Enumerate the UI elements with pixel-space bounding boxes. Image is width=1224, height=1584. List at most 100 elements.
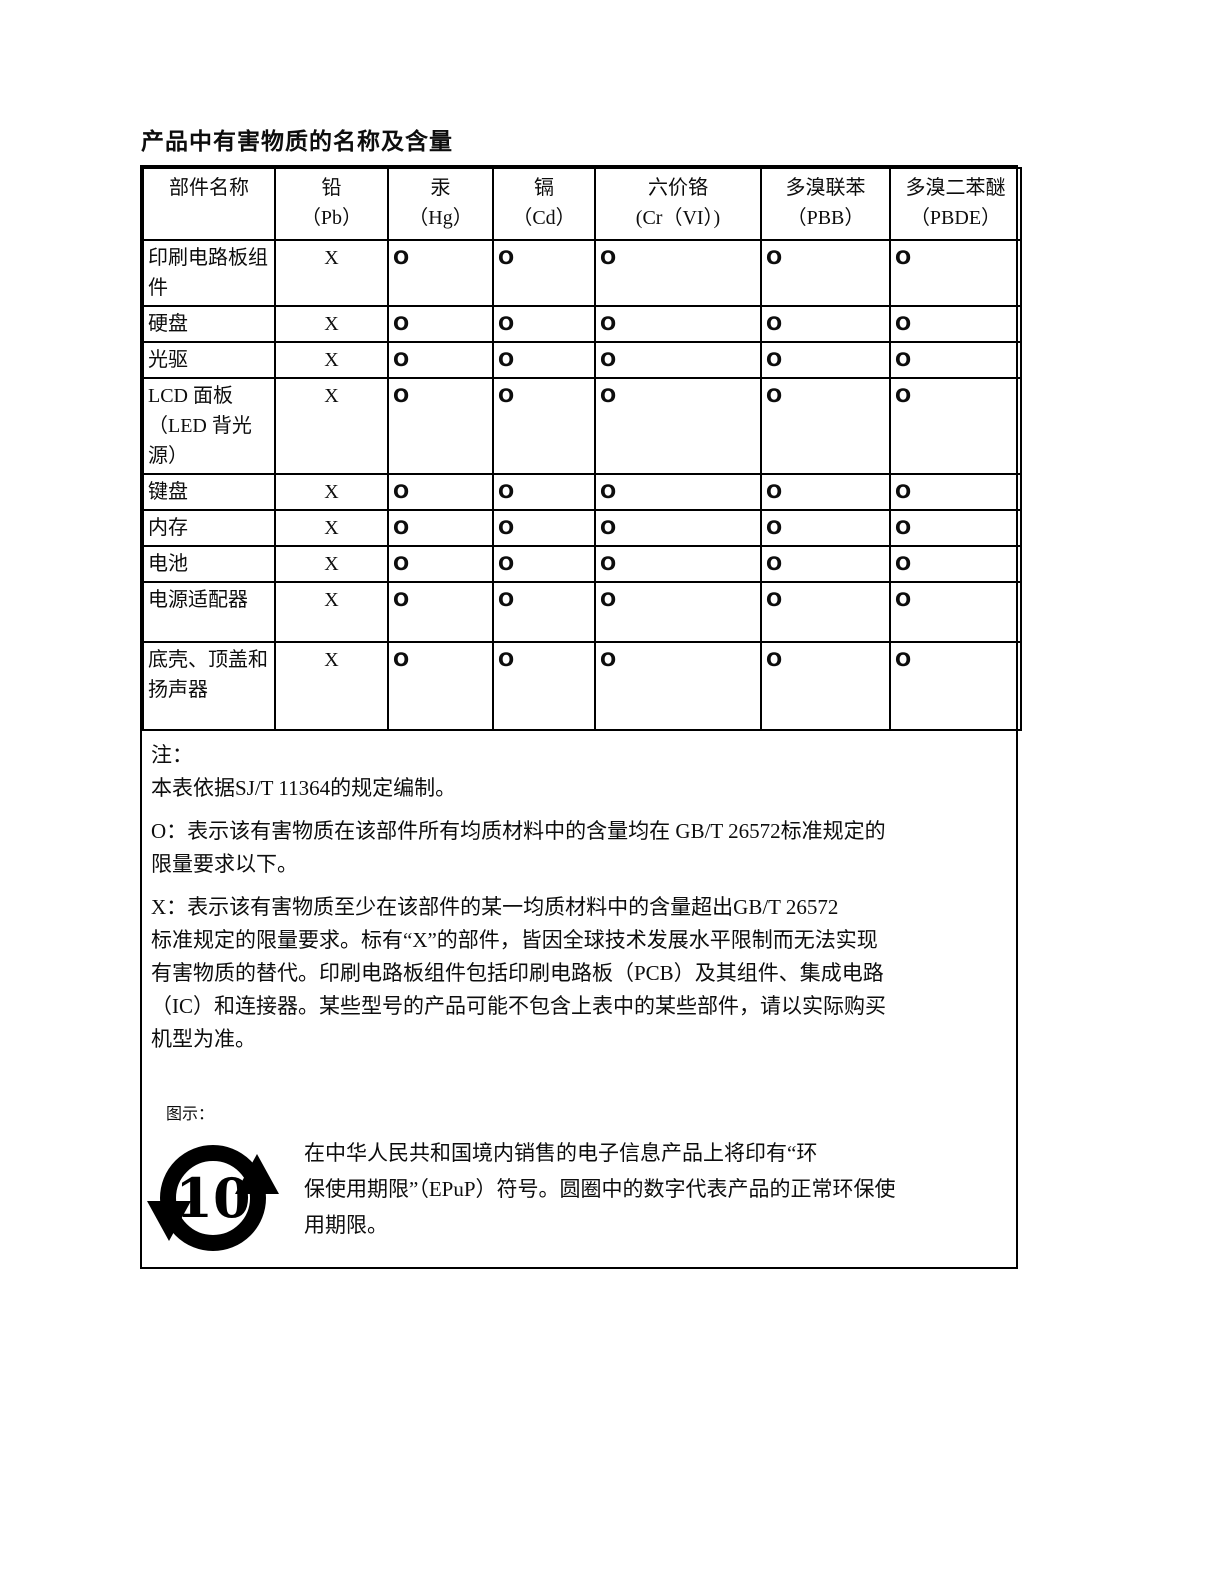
value-cell: O xyxy=(387,641,494,731)
column-header-label: 汞 xyxy=(430,177,451,199)
mark-x-value: X xyxy=(324,553,339,575)
mark-o-value: O xyxy=(766,553,783,575)
mark-x-value: X xyxy=(324,517,339,539)
value-cell: O xyxy=(387,581,494,643)
value-cell: O xyxy=(492,377,596,475)
mark-o-value: O xyxy=(498,553,515,575)
mark-o-value: O xyxy=(393,649,410,671)
value-cell: X xyxy=(274,509,389,547)
legend-line: 在中华人民共和国境内销售的电子信息产品上将印有“环 xyxy=(304,1141,818,1165)
column-header-4: 六价铬 (Cr（VI）) xyxy=(594,167,762,241)
mark-o-value: O xyxy=(393,589,410,611)
mark-o-value: O xyxy=(600,481,617,503)
legend-row: 10 在中华人民共和国境内销售的电子信息产品上将印有“环 保使用期限”（EPuP）… xyxy=(142,1135,1016,1267)
column-header-symbol: （Cd） xyxy=(512,207,576,229)
mark-o-value: O xyxy=(766,247,783,269)
mark-x-value: X xyxy=(324,385,339,407)
note-line: 本表依据SJ/T 11364的规定编制。 xyxy=(151,776,457,800)
value-cell: O xyxy=(760,377,891,475)
column-header-symbol: （Hg） xyxy=(408,207,473,229)
note-block-0: 注： 本表依据SJ/T 11364的规定编制。 xyxy=(151,739,1006,805)
table-notes: 注： 本表依据SJ/T 11364的规定编制。 O：表示该有害物质在该部件所有均质材… xyxy=(142,731,1016,1076)
column-header-symbol: （Pb） xyxy=(300,207,363,229)
mark-o-value: O xyxy=(766,385,783,407)
value-cell: O xyxy=(387,509,494,547)
mark-o-value: O xyxy=(895,481,912,503)
value-cell: O xyxy=(492,473,596,511)
page-title: 产品中有害物质的名称及含量 xyxy=(141,129,453,154)
mark-o-value: O xyxy=(766,649,783,671)
value-cell: O xyxy=(889,581,1022,643)
mark-o-value: O xyxy=(766,481,783,503)
column-header-6: 多溴二苯醚 （PBDE） xyxy=(889,167,1022,241)
part-name-cell: 硬盘 xyxy=(142,305,276,343)
value-cell: X xyxy=(274,545,389,583)
value-cell: O xyxy=(760,581,891,643)
table-row: 印刷电路板组件 X O O O O O xyxy=(142,239,1022,307)
value-cell: O xyxy=(594,545,762,583)
value-cell: O xyxy=(594,473,762,511)
value-cell: O xyxy=(594,641,762,731)
note-block-2: X：表示该有害物质至少在该部件的某一均质材料中的含量超出GB/T 26572 标准… xyxy=(151,891,1006,1056)
part-name-cell: 印刷电路板组件 xyxy=(142,239,276,307)
legend-line: 用期限。 xyxy=(304,1213,388,1237)
value-cell: O xyxy=(387,341,494,379)
value-cell: O xyxy=(889,545,1022,583)
mark-x-value: X xyxy=(324,481,339,503)
column-header-label: 铅 xyxy=(321,177,342,199)
table-row: 光驱 X O O O O O xyxy=(142,341,1022,379)
note-line: 机型为准。 xyxy=(151,1027,256,1051)
value-cell: O xyxy=(889,239,1022,307)
logo-right-arrow-icon xyxy=(235,1154,279,1194)
value-cell: O xyxy=(594,341,762,379)
note-line: 注： xyxy=(151,743,193,767)
mark-x-value: X xyxy=(324,247,339,269)
mark-o-value: O xyxy=(498,349,515,371)
rohs-declaration: 产品中有害物质的名称及含量 部件名称 铅 （Pb） 汞 （Hg） 镉 （Cd） 六价铬 (Cr（… xyxy=(140,122,1022,1269)
column-header-label: 多溴联苯 xyxy=(785,177,866,199)
mark-o-value: O xyxy=(600,313,617,335)
value-cell: O xyxy=(889,341,1022,379)
column-header-label: 镉 xyxy=(534,177,554,199)
table-body: 印刷电路板组件 X O O O O O 硬盘 X O O O O O 光驱 X O O O O O LCD 面板（LED … xyxy=(142,239,1022,731)
value-cell: O xyxy=(889,305,1022,343)
value-cell: X xyxy=(274,473,389,511)
part-name-cell: 光驱 xyxy=(142,341,276,379)
logo-left-arrow-icon xyxy=(147,1201,191,1241)
legend-section: 图示： 10 在中华人民共和国境内销售的电子信息产品上将印有“环 保使用期限”（E… xyxy=(142,1100,1016,1267)
value-cell: X xyxy=(274,239,389,307)
value-cell: O xyxy=(760,239,891,307)
mark-o-value: O xyxy=(895,553,912,575)
value-cell: O xyxy=(387,545,494,583)
value-cell: X xyxy=(274,581,389,643)
mark-o-value: O xyxy=(600,349,617,371)
mark-o-value: O xyxy=(766,589,783,611)
mark-o-value: O xyxy=(600,649,617,671)
mark-o-value: O xyxy=(600,589,617,611)
column-header-1: 铅 （Pb） xyxy=(274,167,389,241)
value-cell: O xyxy=(889,377,1022,475)
mark-o-value: O xyxy=(498,649,515,671)
mark-x-value: X xyxy=(324,313,339,335)
value-cell: O xyxy=(492,641,596,731)
mark-x-value: X xyxy=(324,349,339,371)
mark-o-value: O xyxy=(766,517,783,539)
column-header-symbol: （PBB） xyxy=(786,207,865,229)
table-row: LCD 面板（LED 背光源） X O O O O O xyxy=(142,377,1022,475)
value-cell: O xyxy=(594,239,762,307)
epup-10-recycle-logo: 10 xyxy=(147,1145,279,1251)
value-cell: O xyxy=(889,473,1022,511)
mark-o-value: O xyxy=(498,481,515,503)
value-cell: O xyxy=(760,473,891,511)
mark-o-value: O xyxy=(393,313,410,335)
mark-x-value: X xyxy=(324,649,339,671)
column-header-symbol: (Cr（VI）) xyxy=(635,207,721,229)
part-name-cell: 内存 xyxy=(142,509,276,547)
note-line: 有害物质的替代。印刷电路板组件包括印刷电路板（PCB）及其组件、集成电路 xyxy=(151,961,884,985)
mark-o-value: O xyxy=(895,385,912,407)
mark-o-value: O xyxy=(498,247,515,269)
mark-o-value: O xyxy=(895,247,912,269)
mark-o-value: O xyxy=(393,385,410,407)
value-cell: O xyxy=(492,581,596,643)
